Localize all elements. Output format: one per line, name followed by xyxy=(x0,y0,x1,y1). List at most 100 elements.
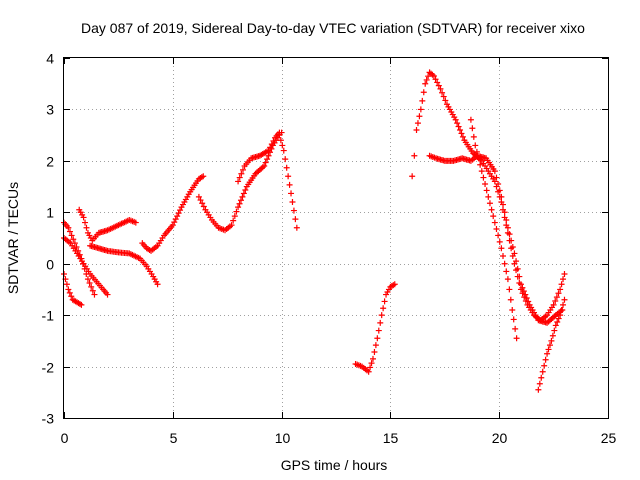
data-point xyxy=(280,147,287,154)
data-point xyxy=(369,355,376,362)
data-point xyxy=(239,166,246,173)
data-point xyxy=(237,197,244,204)
data-point xyxy=(78,301,85,308)
data-point xyxy=(440,93,447,100)
x-tick-label: 20 xyxy=(492,430,508,446)
data-point xyxy=(197,197,204,204)
data-point xyxy=(377,319,384,326)
data-point xyxy=(503,217,510,223)
data-point xyxy=(171,219,178,226)
data-point xyxy=(420,89,427,96)
data-point xyxy=(75,247,82,254)
data-point xyxy=(457,127,464,133)
data-point xyxy=(80,260,87,267)
data-point xyxy=(546,342,553,349)
data-point xyxy=(512,325,519,332)
data-point xyxy=(493,226,500,232)
data-point xyxy=(491,219,498,226)
data-point xyxy=(504,224,511,231)
data-point xyxy=(480,174,487,181)
data-point xyxy=(419,97,426,104)
data-point xyxy=(514,265,521,272)
series-arc-5 xyxy=(87,242,161,288)
data-point xyxy=(561,296,568,303)
data-point xyxy=(199,200,206,207)
series-arc-3 xyxy=(61,219,98,298)
data-point xyxy=(235,178,242,185)
data-point xyxy=(544,350,551,357)
data-point xyxy=(504,276,511,283)
data-point xyxy=(509,244,516,250)
data-point xyxy=(439,89,446,96)
data-point xyxy=(478,168,485,175)
data-point xyxy=(282,156,289,163)
data-point xyxy=(290,207,297,214)
data-point xyxy=(239,193,246,200)
data-point xyxy=(552,298,559,304)
x-tick-label: 15 xyxy=(383,430,399,446)
data-point xyxy=(496,187,503,194)
data-point xyxy=(508,237,515,244)
x-tick-label: 5 xyxy=(170,430,178,446)
series-arc-12 xyxy=(467,116,520,342)
data-point xyxy=(560,301,567,308)
data-point xyxy=(80,214,87,221)
data-point xyxy=(554,319,561,325)
data-point xyxy=(473,148,480,155)
data-point xyxy=(483,187,490,194)
data-point xyxy=(496,238,503,245)
chart-title: Day 087 of 2019, Sidereal Day-to-day VTE… xyxy=(81,20,585,36)
data-point xyxy=(486,200,493,207)
data-point xyxy=(454,120,461,127)
tick-marks xyxy=(64,58,609,419)
data-point xyxy=(73,244,80,250)
data-point xyxy=(558,307,565,313)
data-point xyxy=(391,281,398,288)
y-tick-label: 0 xyxy=(46,257,54,273)
series-arc-4 xyxy=(76,206,139,244)
series-arc-13 xyxy=(535,296,568,393)
data-point xyxy=(467,116,474,123)
data-point xyxy=(417,106,424,113)
plot-frame xyxy=(63,57,609,419)
data-point xyxy=(375,327,382,334)
data-point xyxy=(513,335,520,342)
data-point xyxy=(78,255,85,262)
data-point xyxy=(507,296,514,303)
data-point xyxy=(264,156,271,163)
data-point xyxy=(560,276,567,283)
data-point xyxy=(91,291,98,298)
series-arc-6 xyxy=(139,173,207,254)
data-point xyxy=(539,368,546,375)
data-point xyxy=(437,85,444,92)
data-point xyxy=(228,222,235,229)
data-point xyxy=(81,265,88,272)
data-point xyxy=(283,164,290,171)
y-tick-label: -2 xyxy=(42,360,55,376)
grid-lines xyxy=(64,58,608,418)
data-point xyxy=(262,159,269,166)
data-point xyxy=(520,288,527,295)
data-point xyxy=(519,284,526,291)
data-point xyxy=(550,301,557,308)
data-point xyxy=(277,137,284,144)
data-point xyxy=(506,231,513,238)
data-point xyxy=(561,271,568,277)
data-point xyxy=(549,332,556,339)
x-axis-label: GPS time / hours xyxy=(281,457,388,473)
data-point xyxy=(525,298,532,305)
data-point xyxy=(65,224,72,231)
data-point xyxy=(491,168,498,175)
data-point xyxy=(88,283,95,290)
data-point xyxy=(458,130,465,137)
data-point xyxy=(488,206,495,213)
data-point xyxy=(555,290,562,297)
data-point xyxy=(455,123,462,130)
series-arc-1 xyxy=(61,271,85,308)
data-point xyxy=(286,181,293,188)
y-tick-label: 3 xyxy=(46,102,54,118)
data-point xyxy=(522,291,529,298)
data-point xyxy=(86,280,93,286)
data-point xyxy=(503,268,510,275)
